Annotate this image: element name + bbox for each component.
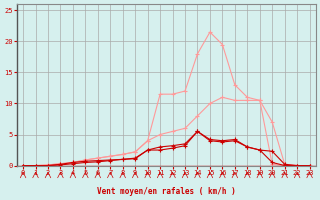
X-axis label: Vent moyen/en rafales ( km/h ): Vent moyen/en rafales ( km/h ) xyxy=(97,187,236,196)
